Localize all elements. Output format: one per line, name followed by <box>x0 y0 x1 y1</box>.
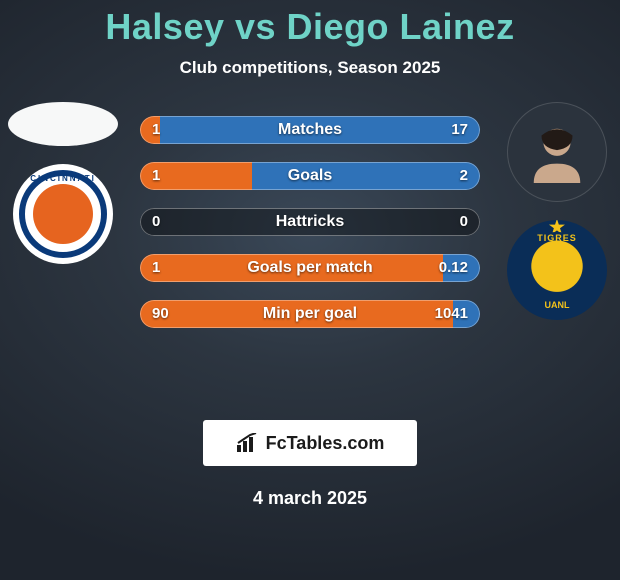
stat-label: Hattricks <box>140 208 480 236</box>
comparison-area: CINCINNATI ★ TIGRES UANL 117Matches 12Goa… <box>0 116 620 376</box>
stat-bar: 00Hattricks <box>140 208 480 236</box>
brand-text: FcTables.com <box>266 433 385 454</box>
stat-label: Goals per match <box>140 254 480 282</box>
stat-bar: 12Goals <box>140 162 480 190</box>
person-icon <box>526 121 588 183</box>
stat-bar: 10.12Goals per match <box>140 254 480 282</box>
club-badge-text-bottom: UANL <box>507 300 607 310</box>
club-badge-inner <box>33 184 93 244</box>
stat-label: Goals <box>140 162 480 190</box>
stat-bars: 117Matches 12Goals 00Hattricks 10.12Goals p… <box>140 116 480 346</box>
brand-badge: FcTables.com <box>203 420 417 466</box>
club-right-badge: ★ TIGRES UANL <box>507 220 607 320</box>
stat-bar: 901041Min per goal <box>140 300 480 328</box>
stat-label: Min per goal <box>140 300 480 328</box>
player-right-avatar <box>507 102 607 202</box>
club-badge-text: CINCINNATI <box>13 174 113 183</box>
club-badge-face <box>519 232 595 308</box>
player-left-avatar <box>8 102 118 146</box>
stat-bar: 117Matches <box>140 116 480 144</box>
player-left-column: CINCINNATI <box>8 102 118 264</box>
chart-icon <box>236 433 260 453</box>
page-title: Halsey vs Diego Lainez <box>0 6 620 48</box>
player-right-column: ★ TIGRES UANL <box>502 102 612 320</box>
stat-label: Matches <box>140 116 480 144</box>
club-badge-text-top: TIGRES <box>507 233 607 243</box>
club-left-badge: CINCINNATI <box>13 164 113 264</box>
infographic: Halsey vs Diego Lainez Club competitions… <box>0 0 620 580</box>
date: 4 march 2025 <box>0 488 620 509</box>
subtitle: Club competitions, Season 2025 <box>0 58 620 78</box>
